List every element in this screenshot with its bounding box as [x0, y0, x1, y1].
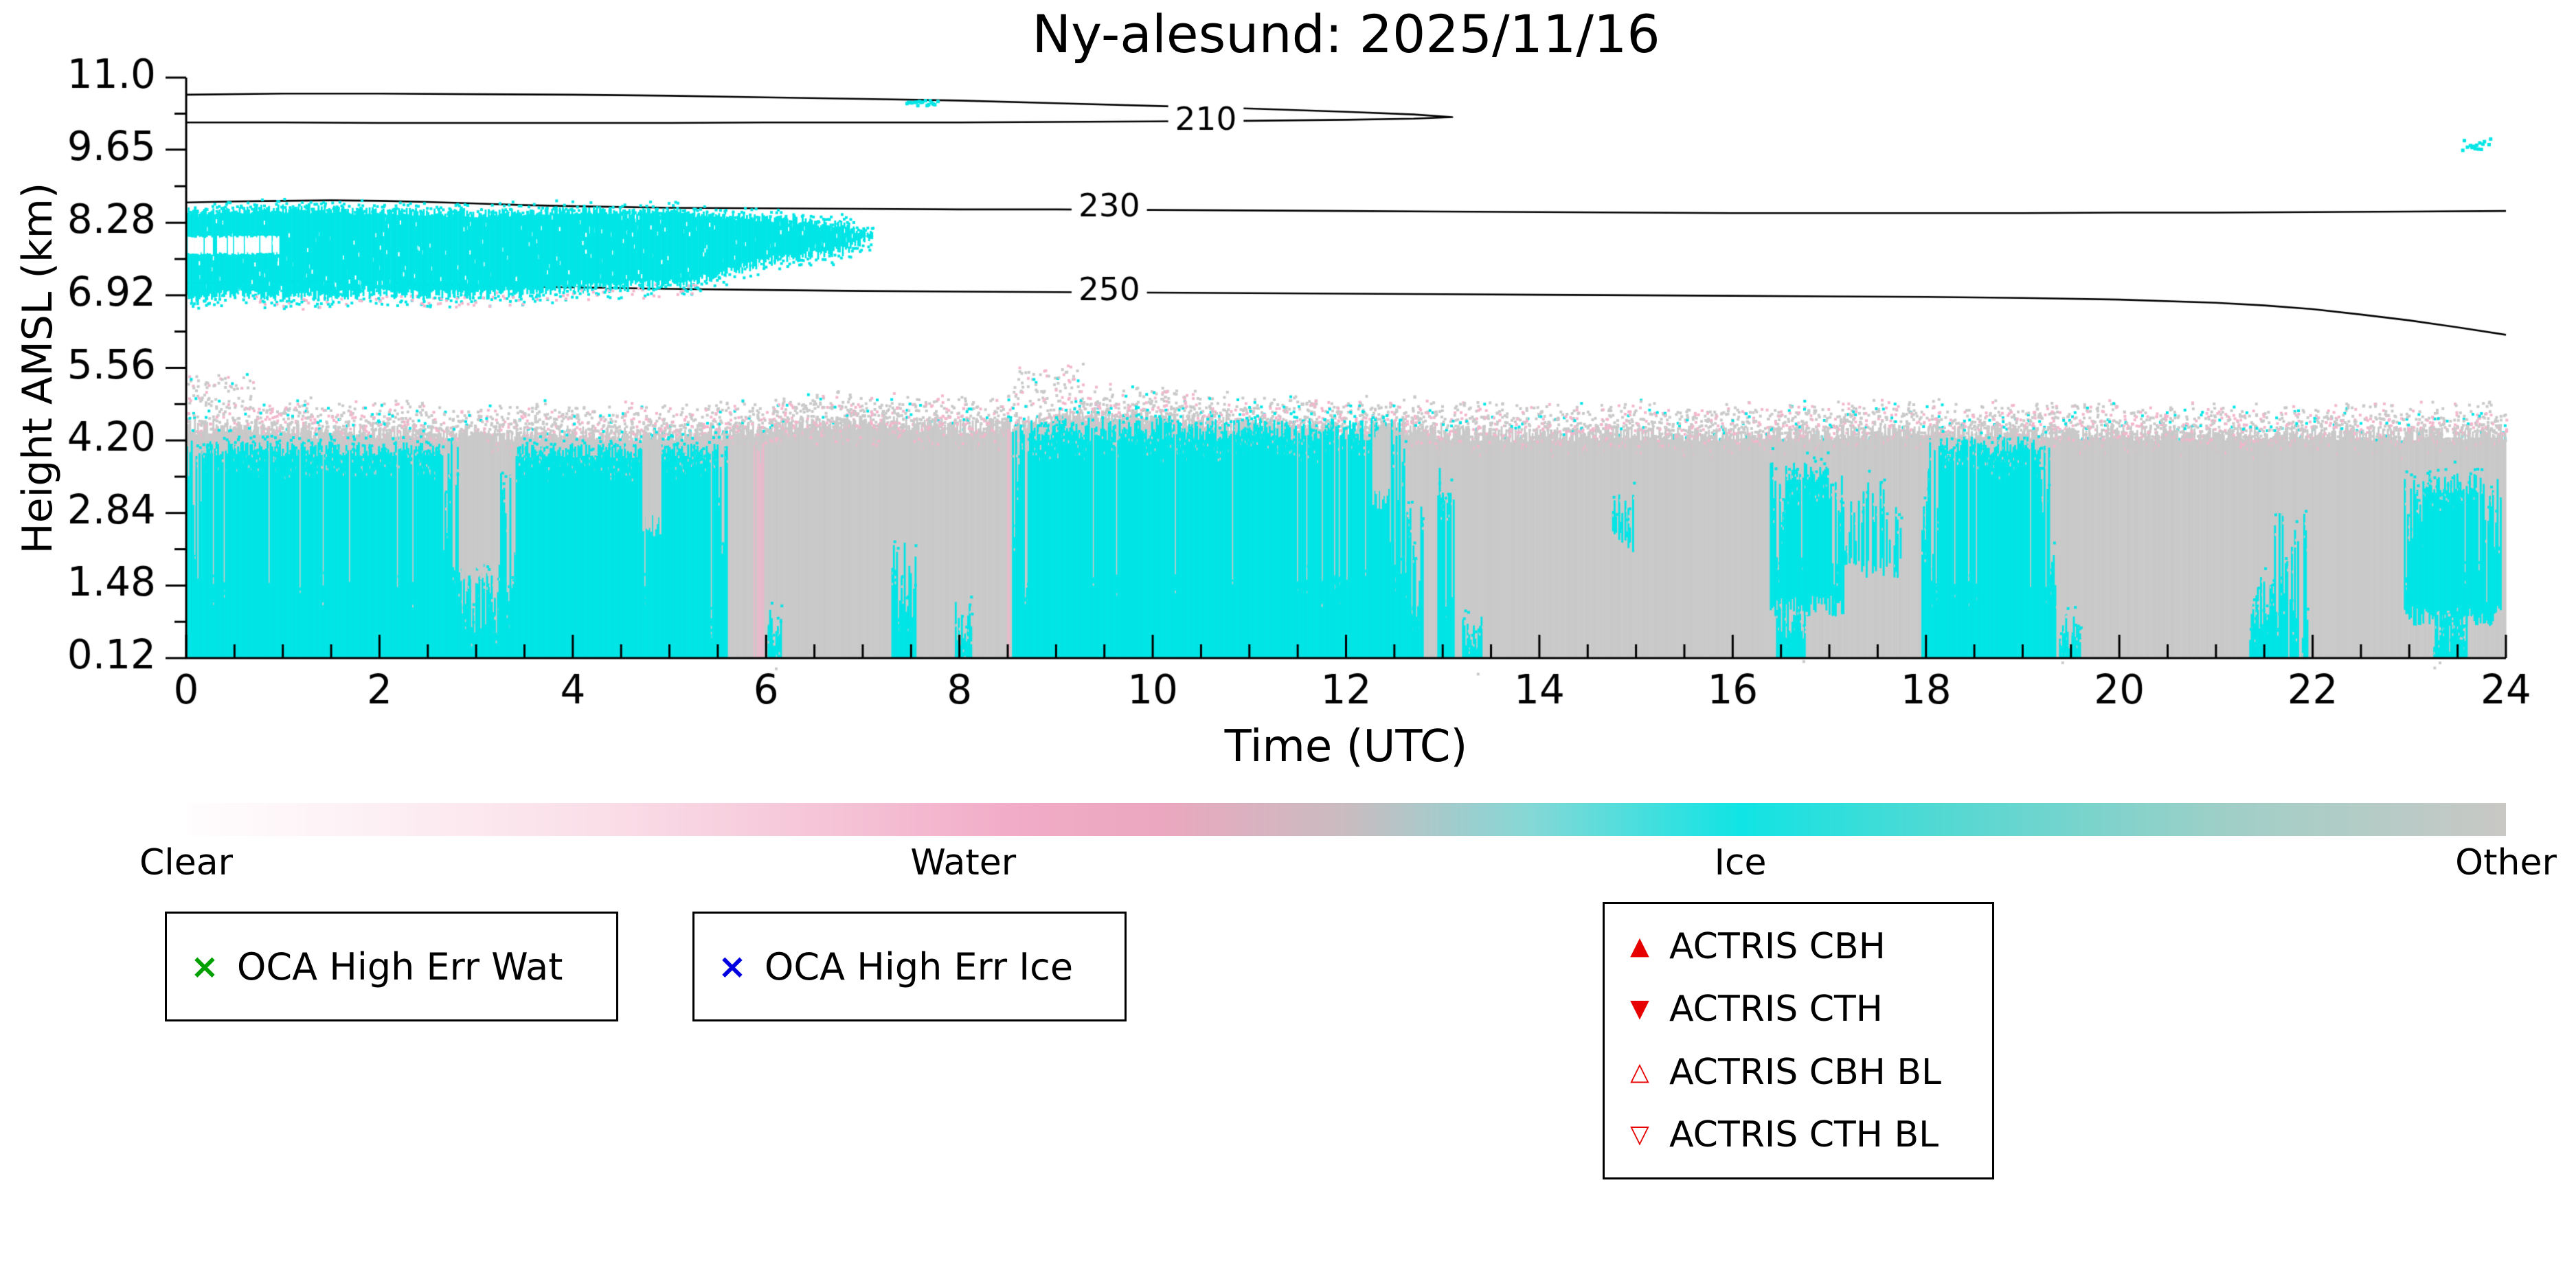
y-axis-label: Height AMSL (km)	[14, 182, 62, 554]
legend-label-actris-cth: ACTRIS CTH	[1669, 988, 1883, 1030]
chart-title: Ny-alesund: 2025/11/16	[1032, 3, 1660, 65]
legend-label-oca-wat: OCA High Err Wat	[236, 945, 563, 988]
triangle-up-open-icon: △	[1630, 1057, 1649, 1086]
legend-row-actris-cbh: ▲ ACTRIS CBH	[1624, 926, 1992, 967]
legend-label-actris-cth-bl: ACTRIS CTH BL	[1669, 1114, 1939, 1156]
x-axis-label: Time (UTC)	[1224, 721, 1468, 772]
legend-label-actris-cbh-bl: ACTRIS CBH BL	[1669, 1051, 1941, 1093]
legend-row-actris-cth: ▼ ACTRIS CTH	[1624, 988, 1992, 1030]
legend-oca-high-err-ice: × OCA High Err Ice	[692, 912, 1127, 1021]
legend-actris: ▲ ACTRIS CBH ▼ ACTRIS CTH △ ACTRIS CBH B…	[1603, 902, 1994, 1179]
colorbar-label-ice: Ice	[1714, 842, 1767, 883]
triangle-down-open-icon: ▽	[1630, 1120, 1649, 1149]
x-marker-green-icon: ×	[190, 947, 219, 986]
colorbar-label-clear: Clear	[139, 842, 233, 883]
colorbar-label-water: Water	[910, 842, 1017, 883]
colorbar	[186, 803, 2506, 836]
legend-row-actris-cbh-bl: △ ACTRIS CBH BL	[1624, 1052, 1992, 1093]
legend-label-oca-ice: OCA High Err Ice	[764, 945, 1074, 988]
legend-oca-high-err-wat: × OCA High Err Wat	[165, 912, 618, 1021]
legend-label-actris-cbh: ACTRIS CBH	[1669, 925, 1886, 967]
triangle-down-filled-icon: ▼	[1630, 995, 1649, 1024]
legend-row-actris-cth-bl: ▽ ACTRIS CTH BL	[1624, 1114, 1992, 1155]
triangle-up-filled-icon: ▲	[1630, 931, 1649, 960]
x-marker-blue-icon: ×	[718, 947, 747, 986]
colorbar-label-other: Other	[2455, 842, 2557, 883]
